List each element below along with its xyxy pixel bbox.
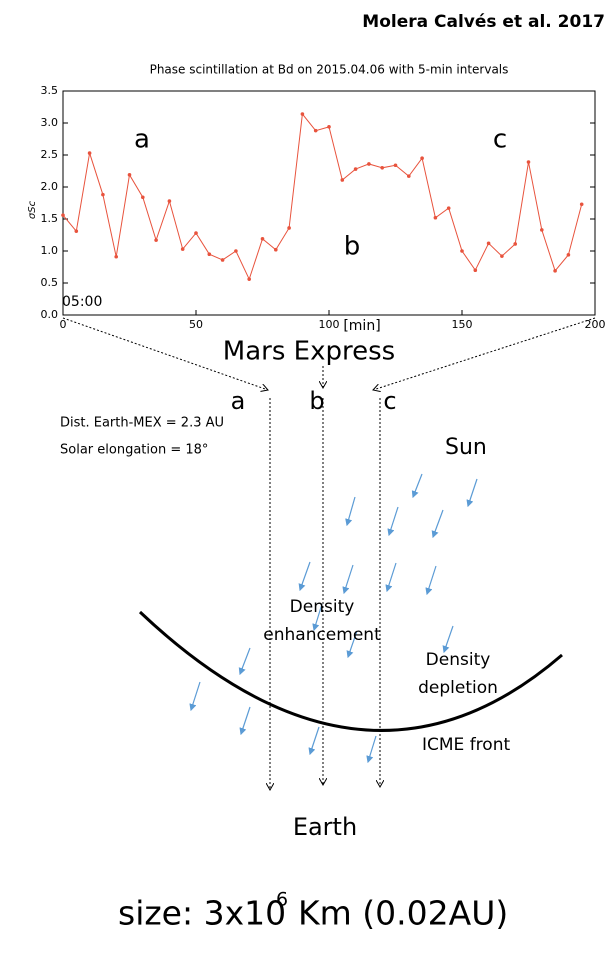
front-label: ICME front xyxy=(422,735,510,755)
data-point xyxy=(234,249,238,253)
enhancement: enhancement xyxy=(263,625,381,645)
spacecraft: Mars Express xyxy=(223,337,395,367)
data-point xyxy=(420,156,424,160)
series-line xyxy=(62,112,583,281)
data-point xyxy=(167,199,172,203)
sun: Sun xyxy=(445,435,487,460)
data-point xyxy=(127,173,132,177)
x-tick-label: 150 xyxy=(452,318,473,331)
path-label: c xyxy=(383,387,396,415)
y-axis-label: σSc xyxy=(27,200,38,219)
earth: Earth xyxy=(293,813,357,841)
data-point xyxy=(460,249,464,253)
data-point xyxy=(313,128,318,133)
start-time: 05:00 xyxy=(62,294,102,310)
data-point xyxy=(500,254,504,258)
y-tick-label: 0.0 xyxy=(41,308,59,321)
path-label: b xyxy=(309,387,324,415)
data-point xyxy=(407,174,411,178)
enhancement: Density xyxy=(290,597,355,617)
citation: Molera Calvés et al. 2017 xyxy=(362,12,605,32)
size-exponent: 6 xyxy=(276,889,288,911)
data-point xyxy=(61,213,65,217)
y-tick-label: 2.5 xyxy=(41,148,59,161)
data-point xyxy=(367,162,371,166)
data-point xyxy=(513,242,517,246)
data-point xyxy=(101,192,105,197)
solar-wind xyxy=(189,473,478,764)
data-point xyxy=(393,163,398,168)
data-point xyxy=(446,206,451,210)
projection-line xyxy=(373,317,596,390)
data-point xyxy=(486,241,491,246)
data-point xyxy=(141,195,145,200)
data-point xyxy=(220,258,225,262)
annotation: b xyxy=(344,232,361,262)
data-point xyxy=(579,202,584,207)
data-point xyxy=(114,254,118,259)
annotation: a xyxy=(134,125,150,155)
data-point xyxy=(566,253,571,257)
data-point xyxy=(353,167,358,171)
x-tick-label: 200 xyxy=(585,318,606,331)
icme-front xyxy=(138,610,563,732)
size-unit: Km (0.02AU) xyxy=(298,894,508,933)
data-point xyxy=(553,269,557,273)
x-axis-label: [min] xyxy=(343,318,380,334)
data-point xyxy=(526,160,531,164)
x-tick-label: 50 xyxy=(189,318,203,331)
y-tick-label: 3.5 xyxy=(41,84,59,97)
depletion: Density xyxy=(426,650,491,670)
data-point xyxy=(260,237,265,241)
chart-title: Phase scintillation at Bd on 2015.04.06 … xyxy=(150,63,509,77)
y-tick-label: 2.0 xyxy=(41,180,59,193)
distance: Dist. Earth-MEX = 2.3 AU xyxy=(60,416,224,431)
size: size: 3x10 xyxy=(118,894,286,933)
annotation: c xyxy=(493,125,507,155)
data-point xyxy=(247,277,251,281)
path-label: a xyxy=(231,387,246,415)
x-tick-label: 100 xyxy=(319,318,340,331)
y-tick-label: 3.0 xyxy=(41,116,59,129)
x-tick-label: 0 xyxy=(60,318,67,331)
data-point xyxy=(433,215,438,220)
data-point xyxy=(540,228,544,232)
depletion: depletion xyxy=(418,678,498,698)
data-point xyxy=(87,151,92,155)
data-point xyxy=(274,247,278,252)
data-point xyxy=(473,268,478,273)
data-point xyxy=(194,231,198,235)
data-point xyxy=(327,125,331,129)
y-tick-label: 1.5 xyxy=(41,212,59,225)
data-point xyxy=(207,252,212,256)
data-point xyxy=(287,226,291,230)
data-point xyxy=(74,229,79,233)
data-point xyxy=(300,112,305,116)
y-tick-label: 0.5 xyxy=(41,276,59,289)
data-point xyxy=(340,178,345,182)
data-point xyxy=(154,238,158,242)
elongation: Solar elongation = 18° xyxy=(60,443,208,458)
y-tick-label: 1.0 xyxy=(41,244,59,257)
projection-line xyxy=(62,317,268,390)
data-point xyxy=(180,247,185,251)
diagram: Mars Express a b c Dist. Earth-MEX = 2.3… xyxy=(60,317,596,933)
data-point xyxy=(380,166,385,170)
